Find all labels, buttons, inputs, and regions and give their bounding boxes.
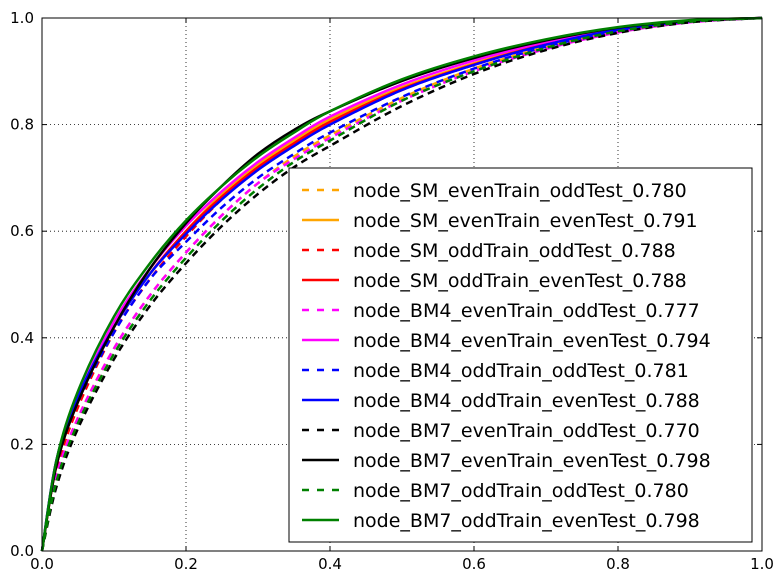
y-tick-label: 0.6	[10, 222, 34, 240]
series-line-4	[40, 16, 763, 552]
series-line-7	[40, 16, 763, 552]
series-line-8	[40, 16, 763, 552]
legend: node_SM_evenTrain_oddTest_0.780 node_SM_e…	[288, 167, 753, 543]
series-line-10	[40, 16, 763, 552]
legend-label: node_BM4_oddTrain_evenTest_0.788	[353, 390, 700, 412]
axis-ticks: 0.0 0.2 0.4 0.6 0.8 1.0 0.0 0.2 0.4 0.6 0.8 1.0	[10, 9, 774, 573]
x-tick-label: 0.2	[174, 555, 198, 573]
y-tick-label: 0.4	[10, 329, 34, 347]
legend-label: node_BM4_evenTrain_evenTest_0.794	[353, 330, 711, 352]
legend-label: node_BM7_oddTrain_oddTest_0.780	[353, 480, 689, 502]
legend-label: node_SM_evenTrain_evenTest_0.791	[353, 210, 698, 232]
y-tick-label: 0.8	[10, 116, 34, 134]
series-line-11	[40, 16, 763, 552]
legend-label: node_SM_oddTrain_evenTest_0.788	[353, 270, 687, 292]
plot-frame	[41, 17, 763, 552]
legend-box	[288, 167, 753, 543]
legend-label: node_BM7_evenTrain_oddTest_0.770	[353, 420, 700, 442]
y-tick-label: 0.2	[10, 435, 34, 453]
legend-label: node_BM4_evenTrain_oddTest_0.777	[353, 300, 700, 322]
y-tick-label: 0.0	[10, 542, 34, 560]
x-tick-label: 0.0	[30, 555, 54, 573]
series-lines	[40, 16, 763, 552]
legend-label: node_BM7_oddTrain_evenTest_0.798	[353, 510, 700, 532]
x-tick-label: 1.0	[750, 555, 774, 573]
y-tick-label: 1.0	[10, 9, 34, 27]
x-tick-label: 0.4	[318, 555, 342, 573]
legend-label: node_BM7_evenTrain_evenTest_0.798	[353, 450, 711, 472]
legend-label: node_SM_oddTrain_oddTest_0.788	[353, 240, 676, 262]
x-tick-label: 0.8	[606, 555, 630, 573]
series-line-0	[40, 16, 763, 552]
legend-label: node_SM_evenTrain_oddTest_0.780	[353, 180, 687, 202]
legend-label: node_BM4_oddTrain_oddTest_0.781	[353, 360, 689, 382]
x-tick-label: 0.6	[462, 555, 486, 573]
